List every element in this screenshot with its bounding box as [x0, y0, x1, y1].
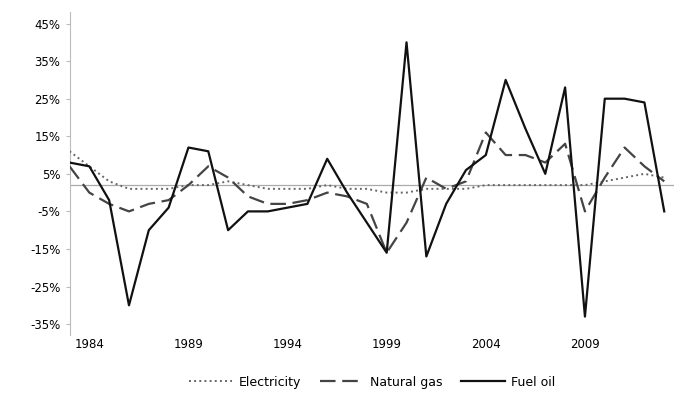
Fuel oil: [482, 153, 490, 157]
Natural gas: [581, 209, 589, 214]
Natural gas: [561, 142, 569, 146]
Electricity: [284, 187, 292, 191]
Electricity: [581, 183, 589, 188]
Electricity: [303, 187, 311, 191]
Fuel oil: [85, 164, 94, 169]
Natural gas: [145, 201, 153, 206]
Line: Electricity: Electricity: [70, 151, 664, 193]
Electricity: [382, 190, 391, 195]
Electricity: [204, 183, 213, 188]
Fuel oil: [263, 209, 272, 214]
Natural gas: [184, 183, 193, 188]
Natural gas: [284, 201, 292, 206]
Electricity: [482, 183, 490, 188]
Fuel oil: [165, 205, 173, 210]
Fuel oil: [600, 96, 609, 101]
Fuel oil: [502, 77, 510, 82]
Natural gas: [65, 164, 74, 169]
Electricity: [263, 187, 272, 191]
Fuel oil: [204, 149, 213, 154]
Electricity: [165, 187, 173, 191]
Electricity: [244, 183, 252, 188]
Fuel oil: [244, 209, 252, 214]
Natural gas: [442, 187, 450, 191]
Natural gas: [85, 190, 94, 195]
Electricity: [600, 179, 609, 184]
Fuel oil: [442, 201, 450, 206]
Electricity: [105, 179, 113, 184]
Fuel oil: [284, 205, 292, 210]
Natural gas: [621, 145, 629, 150]
Natural gas: [521, 153, 530, 157]
Electricity: [65, 149, 74, 154]
Electricity: [461, 187, 470, 191]
Natural gas: [204, 164, 213, 169]
Natural gas: [165, 198, 173, 202]
Fuel oil: [581, 314, 589, 319]
Electricity: [184, 183, 193, 188]
Electricity: [422, 187, 430, 191]
Natural gas: [363, 201, 371, 206]
Natural gas: [600, 175, 609, 180]
Electricity: [502, 183, 510, 188]
Natural gas: [105, 201, 113, 206]
Fuel oil: [145, 228, 153, 233]
Fuel oil: [541, 171, 550, 176]
Fuel oil: [640, 100, 648, 105]
Natural gas: [402, 220, 411, 225]
Fuel oil: [422, 254, 430, 259]
Fuel oil: [382, 250, 391, 255]
Fuel oil: [561, 85, 569, 90]
Electricity: [402, 190, 411, 195]
Natural gas: [461, 179, 470, 184]
Fuel oil: [621, 96, 629, 101]
Electricity: [85, 164, 94, 169]
Fuel oil: [224, 228, 232, 233]
Electricity: [145, 187, 153, 191]
Fuel oil: [105, 198, 113, 202]
Electricity: [343, 187, 351, 191]
Electricity: [621, 175, 629, 180]
Electricity: [363, 187, 371, 191]
Fuel oil: [184, 145, 193, 150]
Fuel oil: [343, 190, 351, 195]
Natural gas: [660, 179, 669, 184]
Fuel oil: [461, 168, 470, 173]
Electricity: [442, 187, 450, 191]
Electricity: [561, 183, 569, 188]
Natural gas: [323, 190, 332, 195]
Natural gas: [244, 194, 252, 199]
Line: Fuel oil: Fuel oil: [70, 42, 664, 317]
Electricity: [660, 175, 669, 180]
Electricity: [224, 179, 232, 184]
Fuel oil: [303, 201, 311, 206]
Legend: Electricity, Natural gas, Fuel oil: Electricity, Natural gas, Fuel oil: [183, 371, 560, 394]
Electricity: [323, 183, 332, 188]
Fuel oil: [660, 209, 669, 214]
Electricity: [640, 171, 648, 176]
Natural gas: [541, 160, 550, 165]
Natural gas: [125, 209, 133, 214]
Natural gas: [224, 175, 232, 180]
Fuel oil: [521, 126, 530, 131]
Fuel oil: [363, 220, 371, 225]
Natural gas: [502, 153, 510, 157]
Electricity: [541, 183, 550, 188]
Natural gas: [640, 164, 648, 169]
Natural gas: [382, 250, 391, 255]
Fuel oil: [125, 303, 133, 308]
Fuel oil: [323, 156, 332, 161]
Electricity: [125, 187, 133, 191]
Natural gas: [303, 198, 311, 202]
Natural gas: [263, 201, 272, 206]
Line: Natural gas: Natural gas: [70, 133, 664, 253]
Natural gas: [482, 130, 490, 135]
Fuel oil: [402, 40, 411, 45]
Electricity: [521, 183, 530, 188]
Natural gas: [422, 175, 430, 180]
Fuel oil: [65, 160, 74, 165]
Natural gas: [343, 194, 351, 199]
